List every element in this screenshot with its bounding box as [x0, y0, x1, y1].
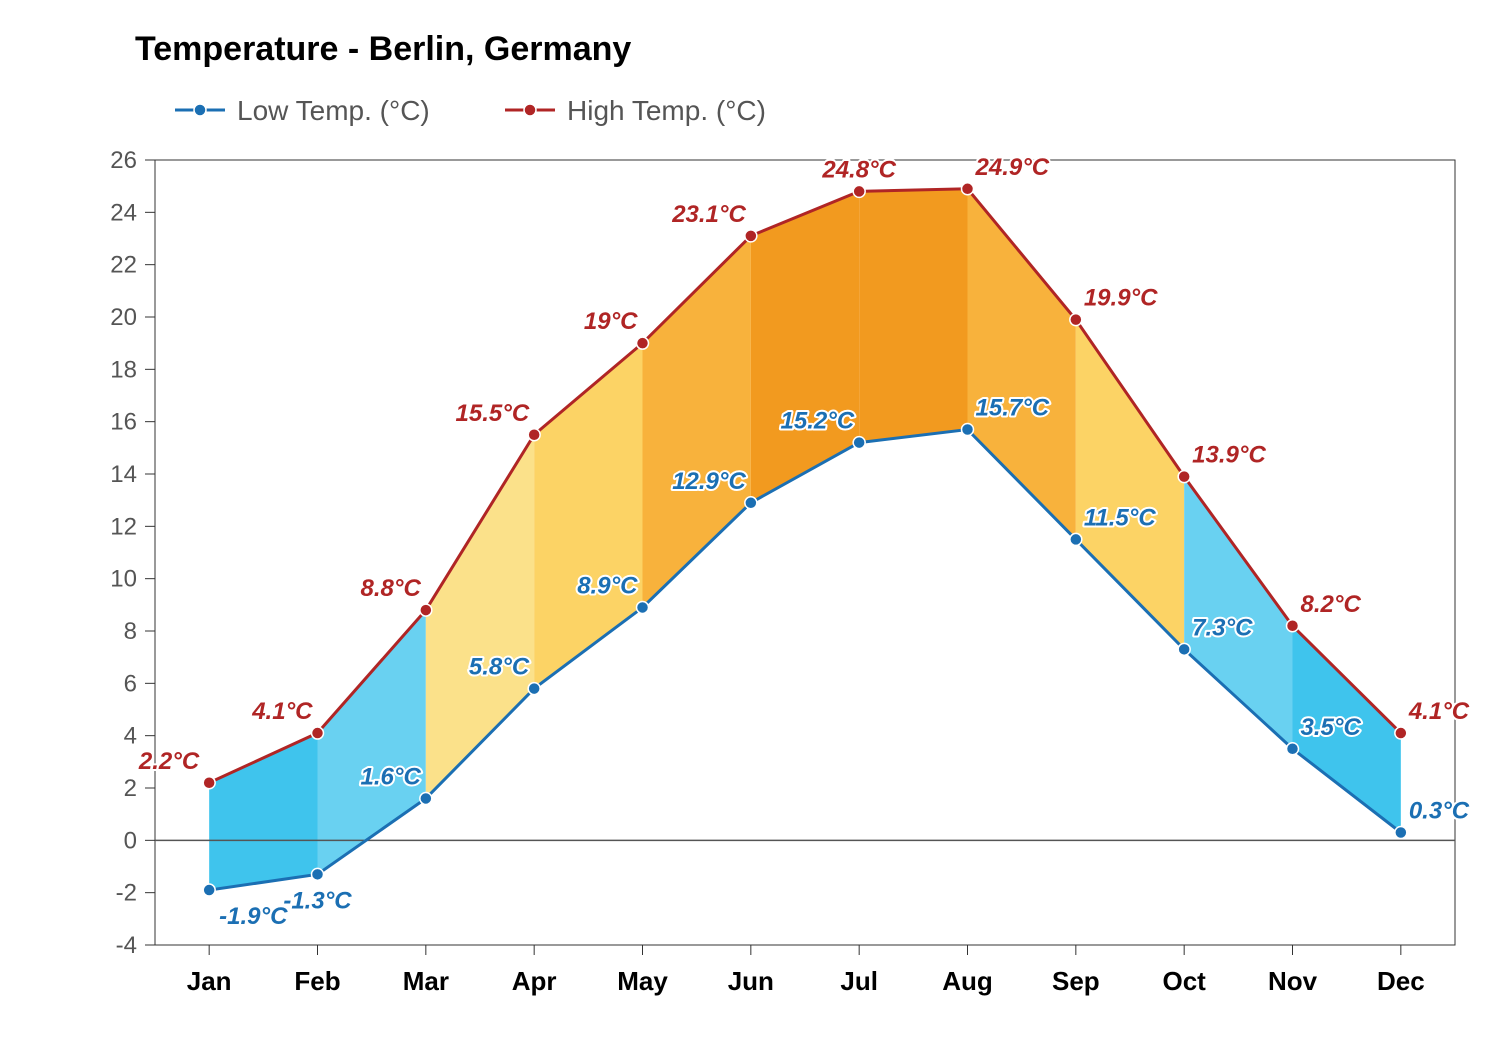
y-tick-label: 2 [124, 775, 137, 802]
legend-high-label: High Temp. (°C) [567, 95, 766, 126]
month-label: Mar [403, 966, 449, 996]
high-label: 24.8°C [821, 156, 896, 183]
month-label: Jun [728, 966, 774, 996]
high-marker [528, 429, 540, 441]
month-label: Aug [942, 966, 993, 996]
chart-title: Temperature - Berlin, Germany [135, 30, 631, 68]
month-label: Sep [1052, 966, 1100, 996]
legend-low-label: Low Temp. (°C) [237, 95, 430, 126]
low-label: 15.7°C [976, 395, 1050, 422]
high-label: 19°C [584, 308, 638, 335]
high-label: 24.9°C [975, 154, 1050, 181]
low-label: 12.9°C [672, 468, 746, 495]
high-marker [312, 727, 324, 739]
high-marker [637, 337, 649, 349]
low-marker [528, 683, 540, 695]
high-marker [420, 604, 432, 616]
low-marker [745, 497, 757, 509]
high-label: 15.5°C [456, 400, 530, 427]
low-marker [1287, 743, 1299, 755]
low-marker [637, 601, 649, 613]
y-tick-label: 14 [110, 461, 137, 488]
low-marker [420, 792, 432, 804]
low-label: -1.9°C [219, 903, 288, 930]
low-label: 7.3°C [1192, 614, 1253, 641]
y-tick-label: 22 [110, 252, 137, 279]
high-label: 2.2°C [138, 748, 200, 775]
low-label: 3.5°C [1301, 714, 1362, 741]
high-marker [1395, 727, 1407, 739]
high-marker [745, 230, 757, 242]
high-marker [962, 183, 974, 195]
y-tick-label: 4 [124, 723, 137, 750]
y-tick-label: 26 [110, 147, 137, 174]
y-tick-label: 0 [124, 827, 137, 854]
legend-low-marker [194, 104, 206, 116]
low-label: 1.6°C [361, 763, 422, 790]
y-tick-label: 6 [124, 670, 137, 697]
low-marker [1178, 643, 1190, 655]
y-tick-label: 12 [110, 513, 137, 540]
low-label: 15.2°C [781, 408, 855, 435]
month-label: Oct [1162, 966, 1206, 996]
band-6 [859, 189, 967, 443]
low-marker [853, 437, 865, 449]
y-tick-label: 20 [110, 304, 137, 331]
y-tick-label: 16 [110, 409, 137, 436]
low-label: 8.9°C [577, 572, 638, 599]
high-label: 13.9°C [1192, 442, 1266, 469]
band-9 [1184, 477, 1292, 749]
high-marker [1178, 471, 1190, 483]
low-marker [962, 424, 974, 436]
band-8 [1076, 320, 1184, 650]
y-tick-label: 18 [110, 356, 137, 383]
y-tick-label: 10 [110, 566, 137, 593]
low-label: -1.3°C [283, 887, 352, 914]
low-label: 11.5°C [1084, 504, 1157, 531]
low-marker [1070, 533, 1082, 545]
chart-svg: -4-202468101214161820222426JanFebMarAprM… [0, 0, 1500, 1050]
low-marker [1395, 826, 1407, 838]
band-3 [534, 343, 642, 688]
high-marker [853, 185, 865, 197]
band-5 [751, 191, 859, 502]
band-7 [968, 189, 1076, 540]
month-label: May [617, 966, 668, 996]
high-marker [1287, 620, 1299, 632]
high-marker [203, 777, 215, 789]
month-label: Jan [187, 966, 232, 996]
y-tick-label: -2 [116, 880, 137, 907]
y-tick-label: 24 [110, 199, 137, 226]
high-label: 8.2°C [1301, 591, 1362, 618]
legend-high-marker [524, 104, 536, 116]
low-label: 0.3°C [1409, 797, 1470, 824]
high-label: 4.1°C [1408, 698, 1470, 725]
month-label: Dec [1377, 966, 1425, 996]
month-label: Jul [840, 966, 878, 996]
low-label: 5.8°C [469, 654, 530, 681]
high-label: 4.1°C [251, 698, 313, 725]
y-tick-label: 8 [124, 618, 137, 645]
month-label: Feb [294, 966, 340, 996]
low-marker [203, 884, 215, 896]
high-marker [1070, 314, 1082, 326]
high-label: 8.8°C [361, 575, 422, 602]
month-label: Apr [512, 966, 557, 996]
high-label: 19.9°C [1084, 285, 1158, 312]
temperature-chart: -4-202468101214161820222426JanFebMarAprM… [0, 0, 1500, 1050]
y-tick-label: -4 [116, 932, 137, 959]
high-label: 23.1°C [671, 201, 746, 228]
low-marker [312, 868, 324, 880]
month-label: Nov [1268, 966, 1318, 996]
